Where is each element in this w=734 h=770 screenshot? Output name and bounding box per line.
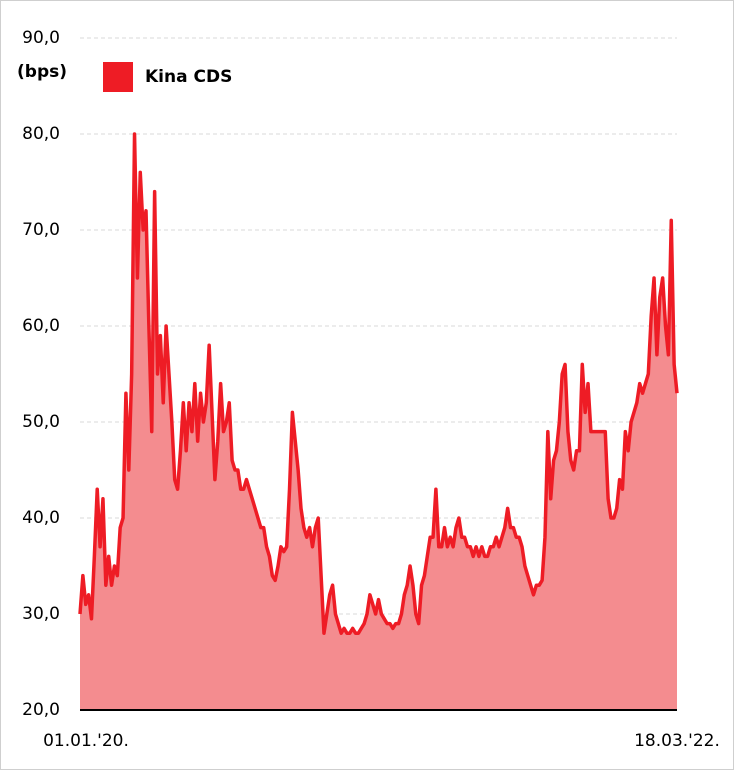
legend-swatch xyxy=(103,62,133,92)
y-tick-label: 40,0 xyxy=(22,508,60,528)
y-tick-label: 70,0 xyxy=(22,220,60,240)
legend-label: Kina CDS xyxy=(145,67,232,87)
y-axis-label: (bps) xyxy=(17,62,67,82)
y-tick-label: 60,0 xyxy=(22,316,60,336)
y-tick-label: 50,0 xyxy=(22,412,60,432)
area xyxy=(80,134,677,710)
y-tick-label: 80,0 xyxy=(22,124,60,144)
x-tick-label: 01.01.'20. xyxy=(43,731,129,751)
y-tick-label: 30,0 xyxy=(22,604,60,624)
y-tick-label: 90,0 xyxy=(22,28,60,48)
y-tick-label: 20,0 xyxy=(22,700,60,720)
line xyxy=(78,132,679,635)
x-tick-label: 18.03.'22. xyxy=(634,731,720,751)
